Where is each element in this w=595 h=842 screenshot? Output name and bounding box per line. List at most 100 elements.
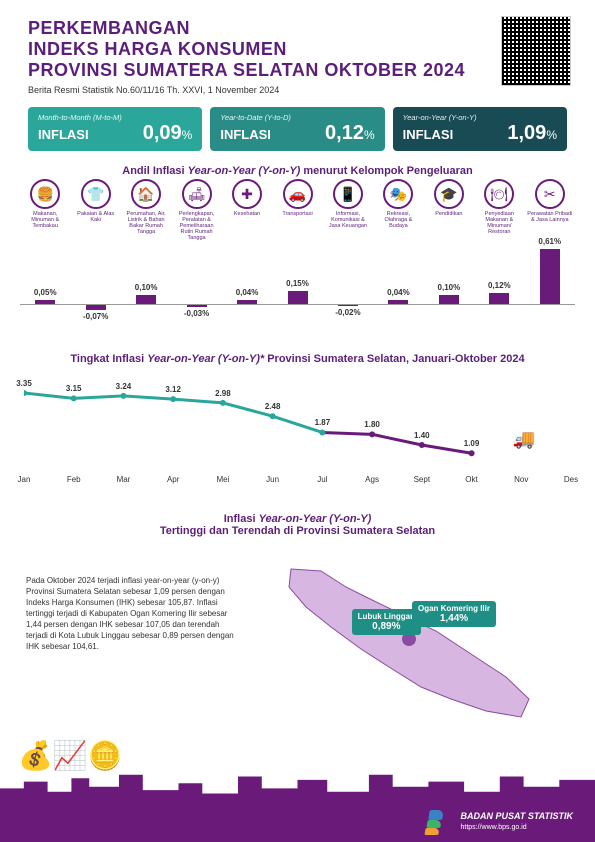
category-bar [489,293,509,304]
category-item: 🛋Perlengkapan, Peralatan & Pemeliharaan … [174,179,220,241]
category-item: 🏠Perumahan, Air, Listrik & Bahan Bakar R… [123,179,169,235]
month-label: Mar [117,475,131,484]
category-value: -0,02% [325,308,371,317]
line-point [319,429,325,435]
category-item: 🍽Penyediaan Makanan & Minuman/ Restoran0… [476,179,522,235]
metric-value: 1,09 [507,122,546,144]
category-icon: 🛋 [182,179,212,209]
month-label: Sept [414,475,430,484]
metric-label-top: Month-to-Month (M-to-M) [38,113,192,122]
metric-value: 0,12 [325,122,364,144]
month-label: Nov [514,475,528,484]
line-point [270,413,276,419]
line-segment [322,432,471,453]
month-label: Jun [266,475,279,484]
month-label: Jan [18,475,31,484]
category-icon: ✂ [535,179,565,209]
metric-label-top: Year-on-Year (Y-on-Y) [403,113,557,122]
category-value: 0,15% [275,279,321,288]
category-value: 0,12% [476,281,522,290]
month-label: Des [564,475,578,484]
category-icon: 🏠 [131,179,161,209]
month-label: Feb [67,475,81,484]
category-value: 0,10% [426,283,472,292]
line-chart-title: Tingkat Inflasi Year-on-Year (Y-on-Y)* P… [0,353,595,365]
line-value-label: 3.35 [16,379,32,388]
month-label: Mei [216,475,229,484]
category-name: Informasi, Komunikasi & Jasa Keuangan [325,211,371,229]
category-value: 0,04% [375,288,421,297]
money-icon: 💰📈🪙 [18,739,123,772]
metric-yoy: Year-on-Year (Y-on-Y) INFLASI 1,09% [393,107,567,151]
line-value-label: 2.98 [215,389,231,398]
sumatra-map [271,559,571,729]
line-point [120,393,126,399]
category-bar [288,291,308,305]
category-item: ✂Perawatan Pribadi & Jasa Lainnya0,61% [527,179,573,223]
category-icon: 📱 [333,179,363,209]
callout-lubuk-linggau: Lubuk Linggau 0,89% [352,609,421,635]
line-value-label: 1.87 [315,418,331,427]
map-title: Inflasi Year-on-Year (Y-on-Y) Tertinggi … [0,513,595,537]
category-name: Transportasi [275,211,321,217]
skyline-graphic [0,768,595,802]
category-bar [540,249,560,304]
category-icon: 🚗 [283,179,313,209]
month-label: Jul [317,475,327,484]
category-name: Makanan, Minuman & Tembakau [22,211,68,229]
line-value-label: 3.12 [165,385,181,394]
category-name: Perawatan Pribadi & Jasa Lainnya [527,211,573,223]
category-name: Rekreasi, Olahraga & Budaya [375,211,421,229]
metric-label-top: Year-to-Date (Y-to-D) [220,113,374,122]
map-paragraph: Pada Oktober 2024 terjadi inflasi year-o… [26,575,236,652]
category-item: 🎓Pendidikan0,10% [426,179,472,217]
metric-label: INFLASI [38,127,89,142]
line-value-label: 2.48 [265,402,281,411]
line-svg [24,389,571,469]
month-label: Apr [167,475,179,484]
metric-ytd: Year-to-Date (Y-to-D) INFLASI 0,12% [210,107,384,151]
category-bar [439,295,459,304]
category-value: 0,04% [224,288,270,297]
line-value-label: 1.09 [464,439,480,448]
month-label: Okt [465,475,477,484]
line-chart: 🚚 3.353.153.243.122.982.481.871.801.401.… [24,371,571,511]
category-item: 🎭Rekreasi, Olahraga & Budaya0,04% [375,179,421,229]
metric-label: INFLASI [403,127,454,142]
footer-text: BADAN PUSAT STATISTIK https://www.bps.go… [461,811,574,833]
category-name: Kesehatan [224,211,270,217]
bps-logo [423,808,451,836]
category-value: 0,10% [123,283,169,292]
line-point [469,450,475,456]
category-value: -0,07% [73,312,119,321]
line-point [419,442,425,448]
metric-mtm: Month-to-Month (M-to-M) INFLASI 0,09% [28,107,202,151]
line-point [369,431,375,437]
line-value-label: 1.80 [364,420,380,429]
line-point [220,400,226,406]
category-value: 0,61% [527,237,573,246]
category-icon: 🍔 [30,179,60,209]
baseline [20,304,575,305]
title-line-3: PROVINSI SUMATERA SELATAN OKTOBER 2024 [28,60,567,81]
category-item: 👕Pakaian & Alas Kaki-0,07% [73,179,119,223]
category-icon: 👕 [81,179,111,209]
category-icon: 🍽 [484,179,514,209]
line-value-label: 3.15 [66,384,82,393]
category-item: 📱Informasi, Komunikasi & Jasa Keuangan-0… [325,179,371,229]
category-name: Penyediaan Makanan & Minuman/ Restoran [476,211,522,235]
month-label: Ags [365,475,379,484]
map-section: Pada Oktober 2024 terjadi inflasi year-o… [24,539,571,739]
title-line-2: INDEKS HARGA KONSUMEN [28,39,567,60]
metric-label: INFLASI [220,127,271,142]
callout-ogan-komering-ilir: Ogan Komering Ilir 1,44% [412,601,496,627]
metric-value: 0,09 [143,122,182,144]
cat-chart-title: Andil Inflasi Year-on-Year (Y-on-Y) menu… [0,165,595,177]
category-value: -0,03% [174,309,220,318]
category-name: Pendidikan [426,211,472,217]
subtitle: Berita Resmi Statistik No.60/11/16 Th. X… [28,85,567,95]
category-bar-chart: 🍔Makanan, Minuman & Tembakau0,05%👕Pakaia… [20,179,575,349]
qr-code [501,16,571,86]
line-point [71,395,77,401]
category-icon: 🎭 [383,179,413,209]
